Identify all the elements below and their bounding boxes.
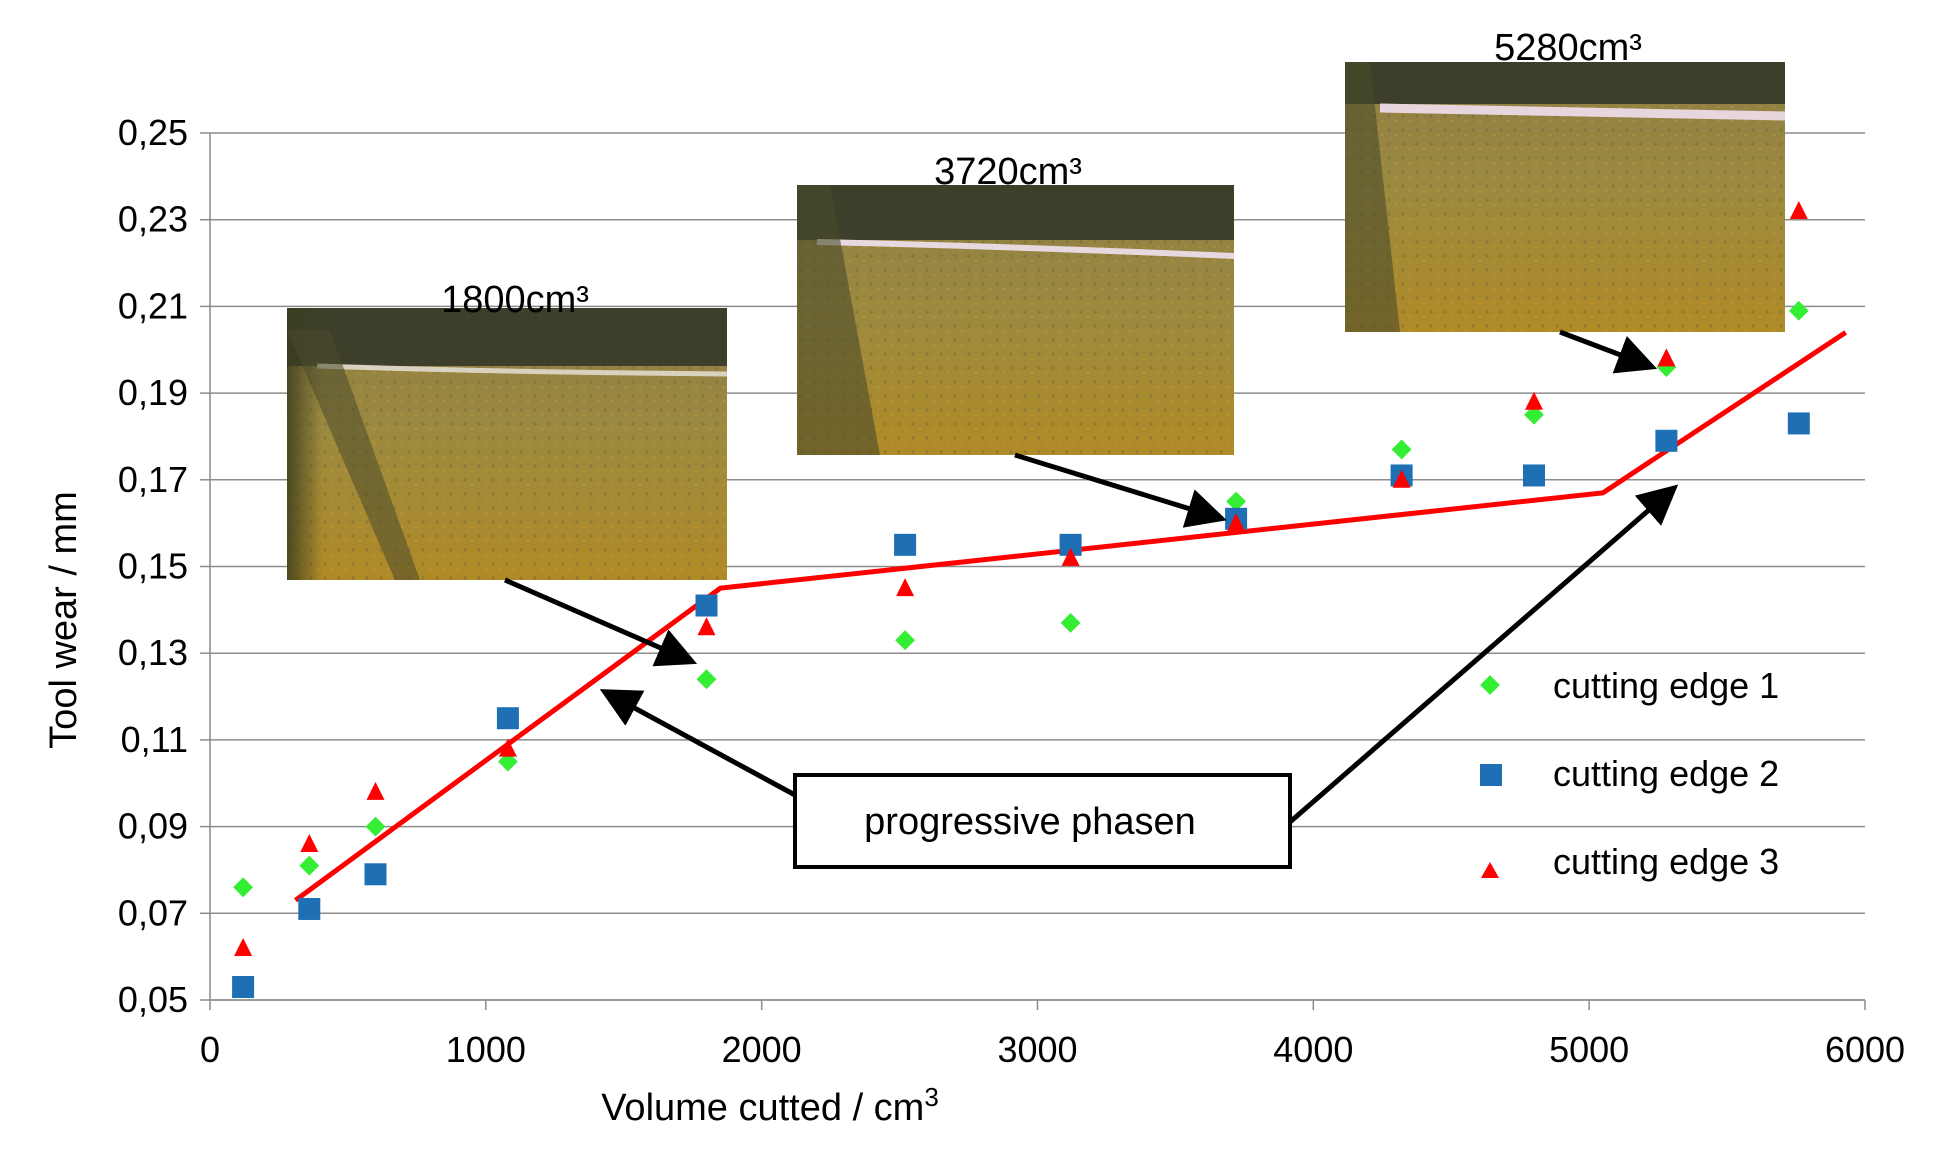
- x-tick-label: 4000: [1273, 1029, 1353, 1070]
- x-tick-label: 0: [200, 1029, 220, 1070]
- point-diamond: [365, 816, 386, 837]
- photo-label-3720: 3720cm³: [934, 151, 1082, 193]
- y-tick-label: 0,05: [118, 979, 188, 1020]
- point-square: [894, 533, 917, 556]
- photo-arrow: [1559, 329, 1658, 374]
- y-tick-label: 0,09: [118, 806, 188, 847]
- x-tick-label: 2000: [722, 1029, 802, 1070]
- point-diamond: [1788, 300, 1809, 321]
- x-tick-label: 6000: [1825, 1029, 1905, 1070]
- legend: cutting edge 1 cutting edge 2 cutting ed…: [1480, 665, 1779, 882]
- point-square: [1523, 464, 1545, 487]
- photo-label-1800: 1800cm³: [441, 279, 589, 321]
- point-diamond: [498, 751, 518, 772]
- point-diamond: [1524, 404, 1544, 425]
- legend-item-edge-2: cutting edge 2: [1480, 753, 1779, 794]
- point-square: [364, 863, 387, 886]
- legend-item-edge-1: cutting edge 1: [1480, 665, 1779, 706]
- point-diamond: [895, 630, 915, 651]
- point-square: [695, 594, 718, 617]
- photo-arrow: [503, 577, 698, 667]
- point-square: [1655, 429, 1678, 452]
- point-diamond: [1060, 612, 1081, 633]
- y-tick-labels: 0,05 0,07 0,09 0,11 0,13 0,15 0,17 0,19 0,21 0,23…: [118, 112, 188, 1020]
- y-tick-label: 0,19: [118, 372, 188, 413]
- callout-arrows: [599, 484, 1679, 824]
- legend-item-edge-3: cutting edge 3: [1481, 841, 1779, 882]
- point-triangle: [1061, 547, 1080, 566]
- point-triangle: [1525, 391, 1543, 410]
- point-triangle: [1657, 348, 1676, 367]
- point-diamond: [1391, 439, 1412, 460]
- y-tick-label: 0,23: [118, 199, 188, 240]
- x-tick-label: 3000: [997, 1029, 1077, 1070]
- legend-marker-diamond: [1480, 675, 1500, 695]
- callout-text: progressive phasen: [864, 801, 1196, 843]
- y-tick-label: 0,07: [118, 892, 188, 933]
- point-triangle: [896, 578, 915, 597]
- legend-label: cutting edge 1: [1553, 665, 1779, 706]
- point-square: [1059, 533, 1082, 556]
- photo-inset-3720: [797, 185, 1235, 455]
- callout-box: progressive phasen: [793, 773, 1292, 869]
- legend-marker-square: [1480, 764, 1502, 786]
- x-axis-title: Volume cutted / cm3: [601, 1082, 939, 1129]
- y-axis-title: Tool wear / mm: [43, 491, 85, 749]
- point-triangle: [1227, 513, 1246, 532]
- point-triangle: [697, 617, 716, 636]
- point-triangle: [1392, 469, 1411, 488]
- point-triangle: [366, 781, 385, 800]
- photo-label-5280: 5280cm³: [1494, 27, 1642, 69]
- photo-inset-1800: [287, 308, 728, 580]
- y-tick-label: 0,21: [118, 285, 188, 326]
- point-triangle: [234, 937, 253, 956]
- photo-arrow: [1014, 452, 1227, 528]
- legend-marker-triangle: [1481, 862, 1499, 878]
- axes: [209, 133, 1866, 1010]
- photo-inset-5280: [1345, 62, 1786, 332]
- point-square: [298, 897, 321, 920]
- y-tick-label: 0,15: [118, 546, 188, 587]
- point-diamond: [696, 669, 717, 690]
- point-square: [496, 707, 519, 730]
- y-tick-label: 0,17: [118, 459, 188, 500]
- photo-arrows: [503, 329, 1658, 667]
- legend-label: cutting edge 3: [1553, 841, 1779, 882]
- point-triangle: [300, 833, 319, 852]
- x-tick-label: 5000: [1549, 1029, 1629, 1070]
- point-square: [232, 975, 255, 998]
- point-diamond: [1226, 491, 1246, 512]
- data-points: [232, 201, 1810, 998]
- point-triangle: [1789, 201, 1808, 220]
- callout-arrow: [599, 689, 797, 798]
- y-tick-label: 0,11: [121, 719, 188, 760]
- point-diamond: [299, 855, 320, 876]
- point-diamond: [233, 877, 253, 898]
- y-tick-label: 0,25: [118, 112, 188, 153]
- x-tick-label: 1000: [446, 1029, 526, 1070]
- y-tick-label: 0,13: [118, 632, 188, 673]
- callout-arrow: [1288, 484, 1679, 824]
- point-triangle: [498, 738, 517, 757]
- point-square: [1787, 412, 1810, 435]
- legend-label: cutting edge 2: [1553, 753, 1779, 794]
- x-tick-labels: 0 1000 2000 3000 4000 5000 6000: [200, 1029, 1905, 1070]
